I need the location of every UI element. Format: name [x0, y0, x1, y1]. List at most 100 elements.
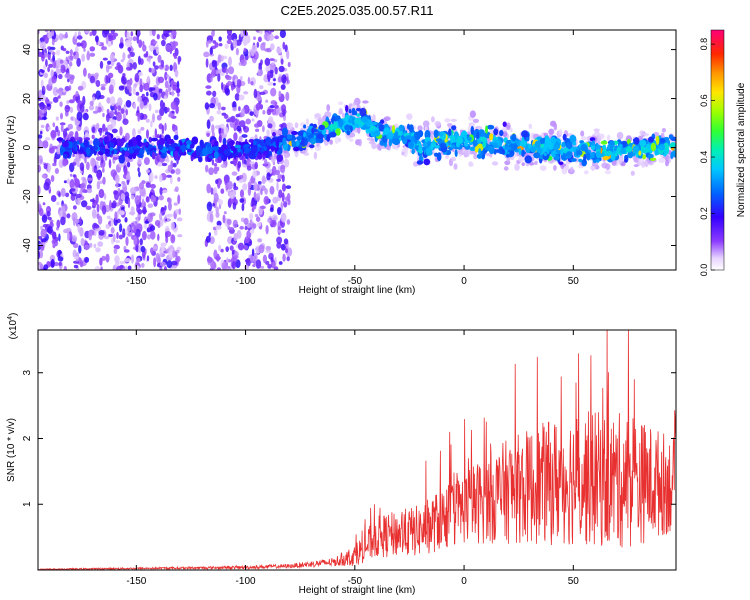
- noise-blob-965: [259, 91, 266, 96]
- halo-blob-827: [565, 164, 570, 170]
- noise-blob-1471: [276, 47, 282, 54]
- band-blob-2372: [433, 129, 439, 139]
- noise-blob-620: [221, 106, 226, 111]
- noise-blob-1455: [206, 201, 213, 212]
- noise-blob-1620: [75, 90, 79, 97]
- noise-blob-1442: [42, 86, 46, 91]
- halo-blob-368: [468, 161, 473, 166]
- band-blob-2309: [371, 121, 378, 126]
- noise-blob-549: [212, 202, 215, 207]
- noise-blob-1307: [159, 99, 164, 109]
- noise-blob-1513: [47, 216, 52, 221]
- noise-blob-516: [116, 231, 119, 240]
- noise-blob-1557: [254, 213, 259, 218]
- halo-blob-864: [350, 105, 356, 109]
- noise-blob-1606: [69, 61, 73, 67]
- noise-blob-814: [65, 192, 70, 198]
- band-blob-2152: [663, 137, 670, 141]
- noise-blob-183: [76, 57, 81, 67]
- halo-blob-749: [358, 138, 362, 147]
- noise-blob-1703: [226, 257, 229, 264]
- noise-blob-1616: [130, 222, 135, 227]
- noise-blob-1683: [232, 38, 237, 49]
- halo-blob-824: [634, 158, 639, 162]
- noise-blob-326: [67, 123, 74, 130]
- noise-blob-1503: [48, 147, 55, 154]
- noise-blob-55: [153, 257, 157, 268]
- noise-blob-801: [50, 258, 55, 268]
- noise-blob-1420: [74, 178, 80, 188]
- noise-blob-803: [270, 87, 277, 97]
- noise-blob-1070: [264, 158, 268, 165]
- noise-blob-1189: [272, 196, 279, 204]
- noise-blob-748: [276, 178, 281, 182]
- noise-blob-544: [55, 68, 62, 74]
- halo-blob-461: [642, 161, 646, 166]
- band-blob-2254: [378, 124, 385, 132]
- noise-blob-1692: [221, 262, 228, 270]
- noise-blob-1311: [60, 64, 66, 74]
- noise-blob-1494: [221, 82, 224, 90]
- noise-blob-1610: [275, 169, 281, 176]
- noise-blob-1029: [110, 221, 114, 227]
- noise-blob-217: [210, 187, 214, 195]
- noise-blob-1378: [273, 78, 276, 82]
- halo-blob-638: [277, 131, 284, 135]
- noise-blob-688: [244, 226, 248, 231]
- noise-blob-1059: [43, 163, 48, 170]
- noise-blob-1335: [149, 172, 154, 183]
- noise-blob-135: [203, 51, 210, 58]
- noise-blob-1123: [277, 174, 281, 178]
- noise-blob-854: [70, 116, 74, 121]
- noise-blob-1631: [46, 226, 53, 234]
- noise-blob-587: [58, 192, 61, 198]
- noise-blob-1492: [125, 66, 132, 71]
- noise-blob-1505: [90, 157, 96, 167]
- noise-blob-1033: [101, 205, 107, 215]
- noise-blob-1497: [60, 124, 64, 132]
- noise-blob-1668: [270, 256, 274, 263]
- noise-blob-1243: [277, 207, 282, 215]
- noise-blob-1681: [102, 123, 106, 132]
- noise-blob-1264: [130, 31, 134, 37]
- noise-blob-179: [217, 54, 222, 63]
- band-blob-2240: [561, 141, 566, 148]
- noise-blob-1496: [114, 174, 120, 184]
- noise-blob-1348: [206, 35, 214, 43]
- noise-blob-1209: [146, 75, 150, 83]
- noise-blob-1359: [225, 75, 232, 81]
- band-blob-2262: [434, 145, 440, 149]
- noise-blob-992: [38, 140, 44, 149]
- noise-blob-711: [141, 93, 145, 97]
- noise-blob-736: [108, 84, 114, 94]
- noise-blob-145: [106, 108, 110, 114]
- noise-blob-140: [92, 110, 99, 114]
- halo-blob-755: [362, 100, 369, 104]
- noise-blob-1295: [52, 54, 55, 63]
- noise-blob-1188: [86, 161, 90, 171]
- noise-blob-1633: [97, 215, 103, 225]
- halo-blob-35: [329, 139, 333, 145]
- noise-blob-1208: [167, 164, 172, 173]
- noise-blob-1152: [249, 213, 254, 220]
- noise-blob-433: [205, 85, 212, 89]
- noise-blob-1153: [265, 99, 269, 103]
- noise-blob-1325: [51, 239, 57, 244]
- noise-blob-1389: [113, 190, 118, 196]
- noise-blob-963: [109, 199, 112, 210]
- noise-blob-1567: [81, 200, 88, 208]
- band-blob-2270: [392, 125, 395, 134]
- noise-blob-1198: [138, 182, 145, 190]
- noise-blob-1506: [174, 186, 179, 193]
- noise-blob-1412: [213, 166, 219, 171]
- noise-blob-1102: [163, 266, 168, 270]
- band-blob-1689: [173, 134, 179, 141]
- noise-blob-717: [206, 183, 212, 194]
- noise-blob-1522: [255, 216, 261, 222]
- halo-blob-883: [553, 165, 557, 171]
- noise-blob-1388: [245, 118, 251, 125]
- noise-blob-427: [257, 36, 262, 43]
- band-blob-2296: [501, 148, 505, 155]
- halo-blob-696: [638, 157, 645, 163]
- noise-blob-127: [222, 55, 228, 60]
